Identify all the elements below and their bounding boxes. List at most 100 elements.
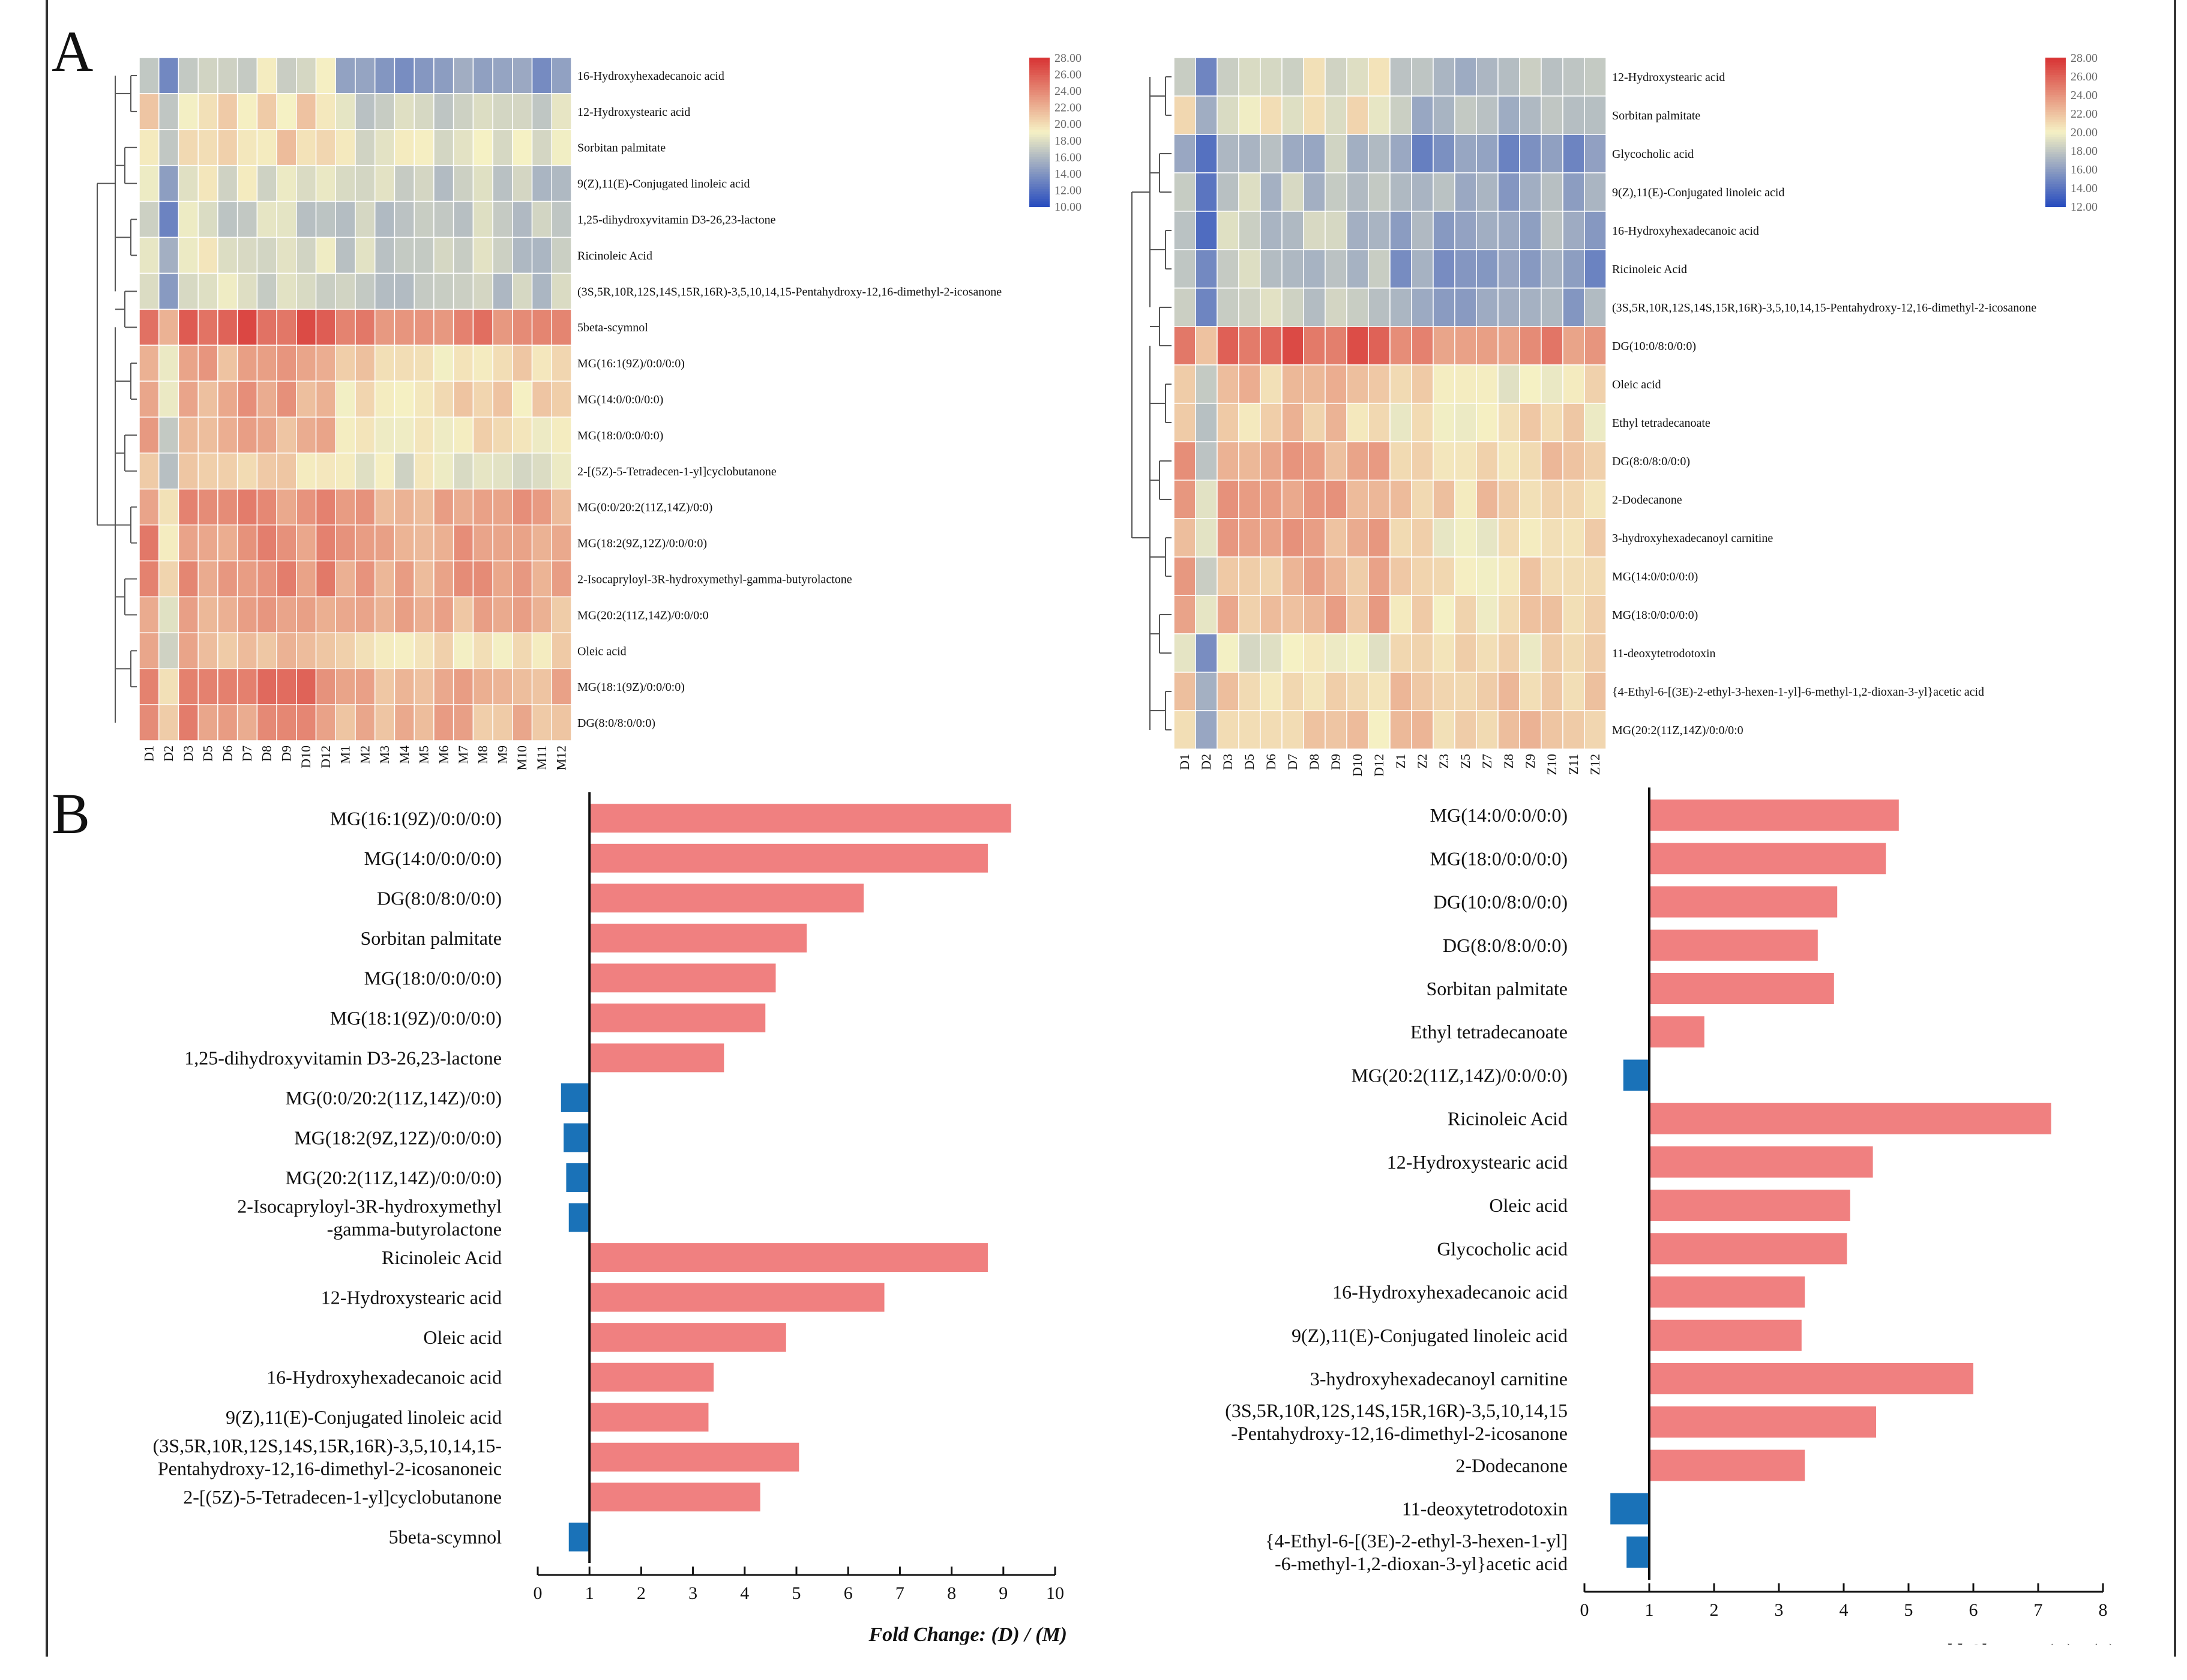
heatmap-cell [1217, 95, 1239, 135]
heatmap-cell [296, 57, 317, 94]
legend-gradient-step [2045, 109, 2066, 113]
heatmap-cell [1584, 288, 1607, 327]
legend-gradient-step [2045, 142, 2066, 145]
heatmap-cell [178, 129, 199, 166]
legend-gradient-step [2045, 92, 2066, 95]
heatmap-cell [1325, 95, 1347, 135]
heatmap-cell [335, 381, 356, 418]
heatmap-cell [1281, 441, 1304, 481]
heatmap-cell [1389, 441, 1412, 481]
x-tick-label: 4 [1840, 1600, 1849, 1620]
heatmap-cell [178, 164, 199, 202]
heatmap-cell [1476, 672, 1499, 711]
heatmap-cell [1411, 518, 1434, 558]
heatmap-cell [1433, 288, 1455, 327]
heatmap-cell [1411, 211, 1434, 250]
heatmap-cell [472, 93, 493, 130]
heatmap-cell [1303, 518, 1326, 558]
heatmap-cell [1281, 672, 1304, 711]
heatmap-cell [158, 417, 179, 454]
heatmap-cell [1519, 403, 1542, 442]
heatmap-cell [1541, 480, 1563, 519]
heatmap-cell [1562, 172, 1585, 212]
heatmap-cell [1584, 364, 1607, 404]
heatmap-cell [1541, 134, 1563, 173]
heatmap-cell [1238, 288, 1261, 327]
legend-gradient-step [2045, 77, 2066, 81]
bar [1649, 973, 1834, 1004]
heatmap-cell [1325, 288, 1347, 327]
heatmap-cell [1260, 710, 1283, 750]
heatmap-cell [197, 164, 218, 202]
legend-gradient-step [1029, 199, 1050, 202]
heatmap-col-label: M11 [534, 745, 549, 770]
heatmap-cell [414, 57, 435, 94]
heatmap-col-label: Z9 [1523, 754, 1538, 768]
legend-tick: 24.00 [1054, 85, 1081, 98]
heatmap-row-label: 9(Z),11(E)-Conjugated linoleic acid [577, 178, 750, 191]
heatmap-cell [276, 524, 297, 562]
heatmap-cell [453, 200, 474, 238]
heatmap-cell [531, 129, 553, 166]
heatmap-cell [1195, 518, 1218, 558]
heatmap-cell [1346, 249, 1369, 289]
heatmap-cell [1562, 364, 1585, 404]
heatmap-cell [1454, 403, 1477, 442]
heatmap-cell [236, 417, 258, 454]
heatmap-cell [1346, 403, 1369, 442]
x-tick-label: 5 [792, 1583, 801, 1603]
heatmap-cell [1389, 211, 1412, 250]
heatmap-cell [1584, 57, 1607, 97]
legend-gradient-step [1029, 74, 1050, 79]
heatmap-cell [394, 236, 415, 274]
heatmap-cell [217, 453, 238, 490]
heatmap-cell [158, 632, 179, 669]
heatmap-cell [492, 309, 513, 346]
heatmap-cell [512, 417, 533, 454]
heatmap-cell [1346, 595, 1369, 634]
bar [589, 1323, 786, 1352]
heatmap-cell [355, 453, 376, 490]
heatmap-cell [335, 417, 356, 454]
bar-category-label: DG(10:0/8:0/0:0) [1433, 891, 1568, 913]
heatmap-cell [1541, 633, 1563, 673]
heatmap-cell [1303, 364, 1326, 404]
heatmap-cell [139, 200, 160, 238]
heatmap-cell [1173, 172, 1196, 212]
heatmap-cell [433, 596, 454, 634]
heatmap-cell [551, 488, 572, 526]
heatmap-cell [355, 668, 376, 705]
heatmap-cell [1476, 288, 1499, 327]
heatmap-cell [1195, 211, 1218, 250]
legend-gradient-step [2045, 139, 2066, 143]
legend-gradient-step [1029, 179, 1050, 182]
heatmap-cell [139, 57, 160, 94]
heatmap-cell [1519, 326, 1542, 366]
legend-gradient-step [2045, 196, 2066, 200]
heatmap-cell [472, 704, 493, 741]
heatmap-cell [1173, 633, 1196, 673]
heatmap-cell [1476, 556, 1499, 596]
heatmap-cell [197, 668, 218, 705]
heatmap-cell [335, 704, 356, 741]
heatmap-cell [1562, 441, 1585, 481]
heatmap-cell [315, 560, 337, 598]
heatmap-cell [217, 596, 238, 634]
heatmap-cell [276, 129, 297, 166]
heatmap-cell [1562, 249, 1585, 289]
heatmap-cell [315, 236, 337, 274]
heatmap-cell [1346, 134, 1369, 173]
heatmap-cell [394, 309, 415, 346]
heatmap-cell [1346, 556, 1369, 596]
heatmap-cell [217, 309, 238, 346]
heatmap-cell [1433, 211, 1455, 250]
heatmap-cell [178, 668, 199, 705]
heatmap-cell [394, 668, 415, 705]
x-axis-label: Fold Change: (D) / (M) [868, 1624, 1067, 1645]
heatmap-cell [217, 272, 238, 310]
heatmap-cell [1325, 518, 1347, 558]
heatmap-cell [414, 668, 435, 705]
heatmap-cell [1217, 441, 1239, 481]
heatmap-cell [414, 200, 435, 238]
heatmap-cell [1454, 57, 1477, 97]
